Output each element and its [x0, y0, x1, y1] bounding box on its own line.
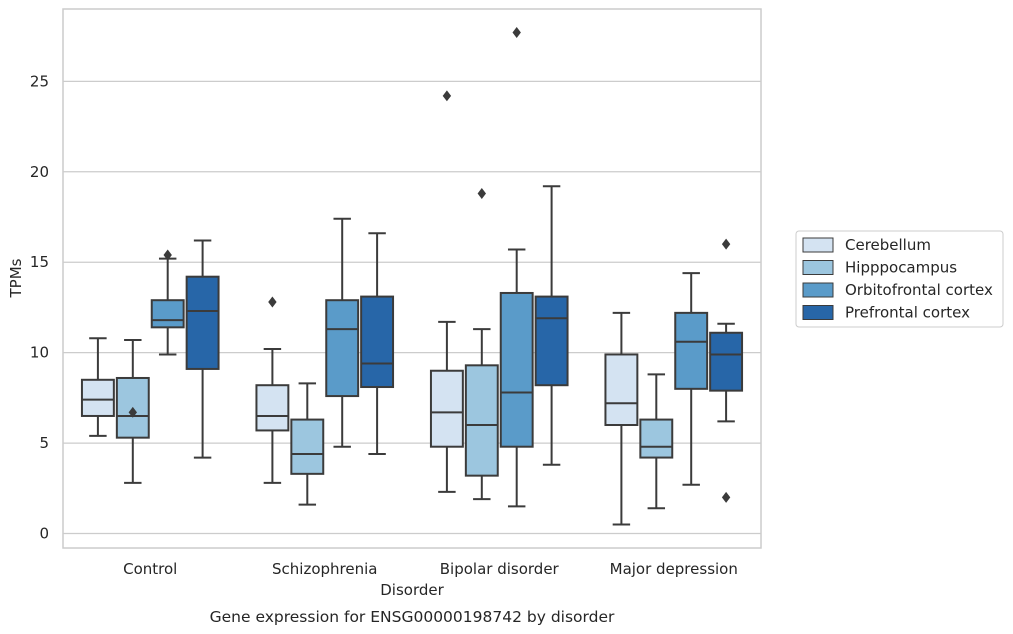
iqr-box: [185, 275, 220, 370]
legend-swatch: [802, 260, 834, 275]
grid-lines: [63, 80, 761, 535]
iqr-box: [534, 295, 569, 387]
box-hipppocampus: [639, 373, 674, 510]
box-cerebellum: [429, 90, 464, 493]
box-orbitofrontal-cortex: [499, 27, 534, 508]
box-hipppocampus: [290, 382, 325, 506]
legend-swatch: [802, 305, 834, 320]
outlier-point: [442, 90, 452, 102]
box-orbitofrontal-cortex: [325, 217, 360, 448]
box-plot-marks: [80, 27, 744, 526]
legend-frame: [795, 230, 1004, 328]
outlier-point: [163, 249, 172, 261]
legend-label: Prefrontal cortex: [845, 304, 970, 322]
y-tick-label: 0: [39, 525, 49, 543]
y-tick-label: 10: [30, 344, 49, 362]
y-tick-label: 15: [30, 253, 49, 271]
box-cerebellum: [255, 296, 290, 484]
chart-caption: Gene expression for ENSG00000198742 by d…: [210, 608, 615, 626]
x-axis-label: Disorder: [380, 581, 444, 599]
y-tick-labels: 0 5 10 15 20 25: [30, 72, 49, 542]
outlier-point: [721, 238, 731, 250]
x-tick-label: Schizophrenia: [272, 560, 377, 578]
legend-swatch: [802, 237, 834, 253]
outlier-point: [128, 406, 137, 418]
box-prefrontal-cortex: [709, 238, 744, 503]
iqr-box: [80, 378, 115, 417]
plot-frame: [62, 8, 762, 549]
y-tick-label: 5: [39, 434, 49, 452]
iqr-box: [639, 418, 674, 459]
iqr-box: [325, 299, 360, 398]
outlier-point: [512, 27, 521, 38]
legend-label: Orbitofrontal cortex: [845, 281, 993, 299]
outlier-point: [268, 296, 277, 308]
outlier-point: [721, 491, 731, 503]
iqr-box: [360, 295, 395, 389]
box-hipppocampus: [464, 188, 499, 501]
legend-label: Cerebellum: [845, 236, 931, 254]
box-cerebellum: [604, 311, 639, 526]
y-tick-label: 25: [30, 72, 49, 90]
iqr-box: [464, 364, 499, 477]
y-axis-label: TPMs: [7, 258, 25, 298]
iqr-box: [709, 331, 744, 392]
box-prefrontal-cortex: [185, 239, 220, 459]
iqr-box: [429, 369, 464, 448]
iqr-box: [499, 291, 534, 448]
iqr-box: [290, 418, 325, 475]
legend-swatch: [802, 282, 834, 298]
x-tick-label: Bipolar disorder: [440, 560, 560, 578]
iqr-box: [255, 384, 290, 432]
box-orbitofrontal-cortex: [150, 249, 185, 356]
box-orbitofrontal-cortex: [674, 272, 709, 486]
x-tick-label: Major depression: [610, 560, 738, 578]
box-prefrontal-cortex: [534, 185, 569, 466]
iqr-box: [150, 299, 185, 329]
outlier-point: [477, 188, 486, 199]
box-hipppocampus: [115, 338, 150, 484]
legend: Cerebellum Hipppocampus Orbitofrontal cort…: [795, 230, 1004, 328]
box-cerebellum: [80, 337, 115, 437]
y-tick-label: 20: [30, 163, 49, 181]
legend-label: Hipppocampus: [845, 259, 957, 277]
box-prefrontal-cortex: [360, 232, 395, 455]
iqr-box: [674, 311, 709, 390]
x-tick-label: Control: [123, 560, 177, 578]
iqr-box: [604, 353, 639, 427]
x-tick-labels: Control Schizophrenia Bipolar disorder Majo…: [123, 560, 738, 578]
